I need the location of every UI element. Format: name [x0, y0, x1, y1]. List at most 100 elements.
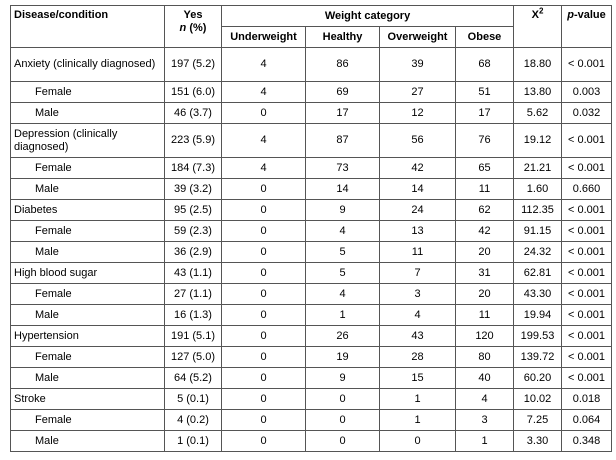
- cell-obese: 20: [455, 283, 514, 305]
- cell-overweight: 56: [379, 123, 456, 158]
- cell-yes: 191 (5.1): [164, 325, 222, 347]
- cell-yes: 223 (5.9): [164, 123, 222, 158]
- cell-healthy: 9: [305, 367, 380, 389]
- cell-overweight: 24: [379, 199, 456, 221]
- cell-chi2: 24.32: [513, 241, 562, 263]
- cell-underweight: 0: [221, 178, 306, 200]
- cell-healthy: 19: [305, 346, 380, 368]
- cell-obese: 3: [455, 409, 514, 431]
- row-label: Stroke: [10, 388, 165, 410]
- cell-obese: 65: [455, 157, 514, 179]
- row-label: High blood sugar: [10, 262, 165, 284]
- cell-chi2: 21.21: [513, 157, 562, 179]
- cell-healthy: 73: [305, 157, 380, 179]
- table-row: Male 46 (3.7) 0 17 12 17 5.62 0.032: [10, 102, 612, 124]
- header-yes: Yes n (%): [164, 5, 222, 48]
- cell-obese: 17: [455, 102, 514, 124]
- cell-yes: 43 (1.1): [164, 262, 222, 284]
- row-label: Male: [10, 367, 165, 389]
- cell-yes: 151 (6.0): [164, 81, 222, 103]
- cell-obese: 11: [455, 304, 514, 326]
- header-healthy: Healthy: [305, 26, 380, 48]
- header-yes-label: Yes: [183, 9, 203, 21]
- cell-yes: 59 (2.3): [164, 220, 222, 242]
- table-row: Female 4 (0.2) 0 0 1 3 7.25 0.064: [10, 409, 612, 431]
- cell-underweight: 0: [221, 220, 306, 242]
- cell-healthy: 5: [305, 262, 380, 284]
- cell-underweight: 0: [221, 388, 306, 410]
- cell-underweight: 0: [221, 409, 306, 431]
- cell-yes: 184 (7.3): [164, 157, 222, 179]
- table-row: Female 184 (7.3) 4 73 42 65 21.21 < 0.001: [10, 157, 612, 179]
- table-row: Male 39 (3.2) 0 14 14 11 1.60 0.660: [10, 178, 612, 200]
- cell-chi2: 199.53: [513, 325, 562, 347]
- cell-overweight: 1: [379, 409, 456, 431]
- table-row: Hypertension 191 (5.1) 0 26 43 120 199.53 < 0.0…: [10, 325, 612, 347]
- cell-healthy: 4: [305, 283, 380, 305]
- cell-overweight: 39: [379, 47, 456, 82]
- header-row-top: Disease/condition Yes n (%) Weight categ…: [10, 5, 612, 48]
- row-label: Male: [10, 178, 165, 200]
- header-chi-base: X: [531, 9, 539, 21]
- cell-obese: 31: [455, 262, 514, 284]
- header-p-italic: p: [567, 9, 574, 21]
- cell-yes: 46 (3.7): [164, 102, 222, 124]
- cell-p: < 0.001: [561, 283, 612, 305]
- table-row: Male 16 (1.3) 0 1 4 11 19.94 < 0.001: [10, 304, 612, 326]
- table-row: Male 64 (5.2) 0 9 15 40 60.20 < 0.001: [10, 367, 612, 389]
- header-p-rest: -value: [573, 9, 606, 21]
- cell-underweight: 0: [221, 367, 306, 389]
- cell-underweight: 0: [221, 346, 306, 368]
- row-label: Diabetes: [10, 199, 165, 221]
- row-label: Depression (clinically diagnosed): [10, 123, 165, 158]
- cell-chi2: 62.81: [513, 262, 562, 284]
- cell-overweight: 15: [379, 367, 456, 389]
- row-label: Female: [10, 409, 165, 431]
- cell-p: < 0.001: [561, 346, 612, 368]
- cell-obese: 11: [455, 178, 514, 200]
- table-row: Anxiety (clinically diagnosed) 197 (5.2) 4…: [10, 47, 612, 82]
- cell-healthy: 17: [305, 102, 380, 124]
- cell-p: < 0.001: [561, 241, 612, 263]
- row-label: Male: [10, 102, 165, 124]
- cell-obese: 42: [455, 220, 514, 242]
- cell-healthy: 87: [305, 123, 380, 158]
- cell-overweight: 28: [379, 346, 456, 368]
- cell-underweight: 0: [221, 262, 306, 284]
- cell-p: 0.003: [561, 81, 612, 103]
- cell-underweight: 0: [221, 430, 306, 452]
- cell-healthy: 26: [305, 325, 380, 347]
- cell-healthy: 69: [305, 81, 380, 103]
- cell-underweight: 4: [221, 81, 306, 103]
- cell-p: < 0.001: [561, 262, 612, 284]
- header-weight-category: Weight category: [221, 5, 514, 27]
- header-overweight: Overweight: [379, 26, 456, 48]
- cell-overweight: 13: [379, 220, 456, 242]
- cell-p: < 0.001: [561, 304, 612, 326]
- cell-p: < 0.001: [561, 367, 612, 389]
- cell-underweight: 0: [221, 283, 306, 305]
- table-row: Female 127 (5.0) 0 19 28 80 139.72 < 0.001: [10, 346, 612, 368]
- cell-p: 0.348: [561, 430, 612, 452]
- cell-overweight: 1: [379, 388, 456, 410]
- cell-underweight: 0: [221, 102, 306, 124]
- table-row: Male 1 (0.1) 0 0 0 1 3.30 0.348: [10, 430, 612, 452]
- row-label: Anxiety (clinically diagnosed): [10, 47, 165, 82]
- table-row: Female 27 (1.1) 0 4 3 20 43.30 < 0.001: [10, 283, 612, 305]
- header-chi-sup: 2: [538, 6, 544, 16]
- row-label: Female: [10, 283, 165, 305]
- cell-chi2: 91.15: [513, 220, 562, 242]
- row-label: Female: [10, 81, 165, 103]
- results-table: Disease/condition Yes n (%) Weight categ…: [10, 5, 612, 452]
- cell-healthy: 0: [305, 388, 380, 410]
- cell-healthy: 0: [305, 409, 380, 431]
- cell-chi2: 60.20: [513, 367, 562, 389]
- cell-overweight: 0: [379, 430, 456, 452]
- cell-obese: 62: [455, 199, 514, 221]
- table-row: Depression (clinically diagnosed) 223 (5.…: [10, 123, 612, 158]
- row-label: Female: [10, 220, 165, 242]
- cell-yes: 36 (2.9): [164, 241, 222, 263]
- table-body: Anxiety (clinically diagnosed) 197 (5.2) 4…: [10, 47, 612, 452]
- cell-chi2: 1.60: [513, 178, 562, 200]
- cell-yes: 27 (1.1): [164, 283, 222, 305]
